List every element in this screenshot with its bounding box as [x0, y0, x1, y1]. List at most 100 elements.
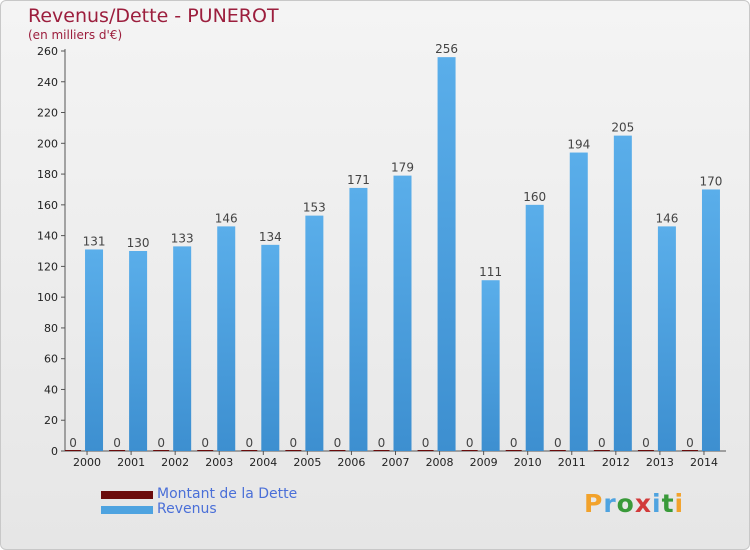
x-tick-label: 2004 [249, 456, 277, 469]
data-label-dette: 0 [290, 436, 298, 450]
logo-letter: o [616, 489, 635, 518]
data-label-revenus: 194 [567, 138, 590, 152]
legend-label-revenus: Revenus [157, 501, 217, 517]
x-tick-label: 2006 [337, 456, 365, 469]
data-label-dette: 0 [686, 436, 694, 450]
legend-swatch-dette [101, 491, 153, 499]
data-label-revenus: 111 [479, 265, 502, 279]
y-tick-label: 40 [44, 383, 58, 396]
bar-revenus [569, 152, 588, 452]
bar-revenus [613, 135, 632, 451]
y-tick-label: 120 [37, 260, 58, 273]
bar-revenus [481, 280, 500, 451]
bar-revenus [525, 204, 544, 451]
bar-dette [109, 450, 126, 451]
data-label-dette: 0 [598, 436, 606, 450]
x-tick-label: 2003 [205, 456, 233, 469]
bar-revenus [701, 189, 720, 451]
bar-revenus [305, 215, 324, 451]
bar-dette [197, 450, 214, 451]
bar-revenus [261, 244, 280, 451]
data-label-revenus: 171 [347, 173, 370, 187]
data-label-dette: 0 [69, 436, 77, 450]
bar-dette [593, 450, 610, 451]
bar-dette [549, 450, 566, 451]
bar-revenus [349, 187, 368, 451]
data-label-revenus: 133 [171, 231, 194, 245]
bar-dette [461, 450, 478, 451]
data-label-revenus: 256 [435, 42, 458, 56]
logo-letter: t [661, 489, 675, 518]
x-tick-label: 2012 [602, 456, 630, 469]
bar-revenus [85, 249, 104, 451]
bar-dette [637, 450, 654, 451]
data-label-dette: 0 [554, 436, 562, 450]
x-tick-label: 2008 [426, 456, 454, 469]
y-tick-label: 160 [37, 199, 58, 212]
y-tick-label: 20 [44, 414, 58, 427]
y-tick-label: 180 [37, 168, 58, 181]
data-label-dette: 0 [245, 436, 253, 450]
data-label-revenus: 179 [391, 161, 414, 175]
bar-dette [681, 450, 698, 451]
bar-revenus [173, 246, 192, 451]
bar-dette [417, 450, 434, 451]
x-tick-label: 2013 [646, 456, 674, 469]
x-tick-label: 2010 [514, 456, 542, 469]
data-label-dette: 0 [334, 436, 342, 450]
legend-swatch-revenus [101, 506, 153, 514]
bar-revenus [437, 57, 456, 452]
data-label-revenus: 205 [611, 121, 634, 135]
y-tick-label: 60 [44, 353, 58, 366]
logo-letter: x [634, 489, 652, 518]
x-tick-label: 2005 [293, 456, 321, 469]
y-tick-label: 100 [37, 291, 58, 304]
bar-dette [65, 450, 82, 451]
bar-dette [329, 450, 346, 451]
y-tick-label: 140 [37, 230, 58, 243]
data-label-revenus: 146 [215, 211, 238, 225]
x-tick-label: 2007 [382, 456, 410, 469]
data-label-dette: 0 [466, 436, 474, 450]
data-label-dette: 0 [378, 436, 386, 450]
data-label-dette: 0 [510, 436, 518, 450]
bar-revenus [129, 251, 148, 451]
bar-revenus [217, 226, 236, 451]
x-tick-label: 2009 [470, 456, 498, 469]
logo-letter: r [603, 489, 617, 518]
chart-title: Revenus/Dette - PUNEROT [28, 5, 279, 27]
data-label-revenus: 146 [655, 211, 678, 225]
data-label-revenus: 130 [127, 236, 150, 250]
data-label-dette: 0 [157, 436, 165, 450]
y-tick-label: 200 [37, 137, 58, 150]
bar-revenus [393, 175, 412, 451]
x-tick-label: 2014 [690, 456, 718, 469]
proxiti-logo: Proxiti [584, 489, 684, 518]
bar-revenus [657, 226, 676, 451]
bar-dette [241, 450, 258, 451]
data-label-revenus: 131 [83, 234, 106, 248]
y-tick-label: 0 [51, 445, 58, 458]
data-label-revenus: 153 [303, 201, 326, 215]
y-tick-label: 260 [37, 45, 58, 58]
y-tick-label: 220 [37, 107, 58, 120]
bar-dette [153, 450, 170, 451]
data-label-dette: 0 [201, 436, 209, 450]
bar-dette [285, 450, 302, 451]
logo-letter: i [652, 489, 662, 518]
data-label-revenus: 160 [523, 190, 546, 204]
legend-label-dette: Montant de la Dette [157, 486, 298, 502]
data-label-dette: 0 [642, 436, 650, 450]
x-tick-label: 2011 [558, 456, 586, 469]
data-label-dette: 0 [422, 436, 430, 450]
logo-letter: i [674, 489, 685, 518]
bar-dette [505, 450, 522, 451]
logo-letter: P [584, 489, 604, 518]
data-label-revenus: 170 [700, 174, 723, 188]
y-tick-label: 80 [44, 322, 58, 335]
data-label-dette: 0 [113, 436, 121, 450]
bar-dette [373, 450, 390, 451]
data-label-revenus: 134 [259, 230, 282, 244]
y-tick-label: 240 [37, 76, 58, 89]
